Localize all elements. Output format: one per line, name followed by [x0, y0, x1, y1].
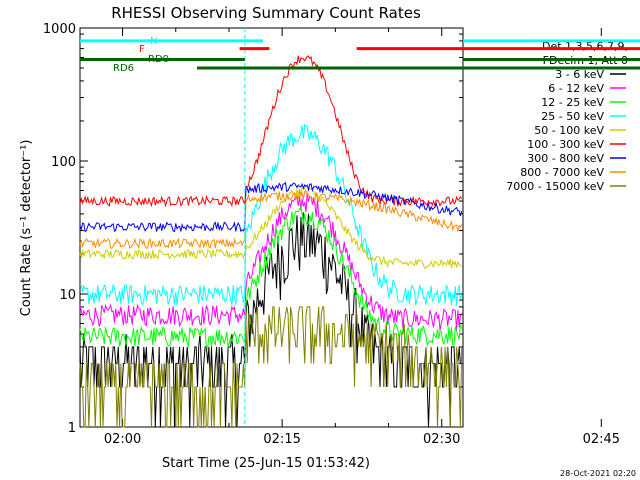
- y-tick-label: 10: [59, 288, 76, 303]
- legend-label-8: 800 - 7000 keV: [520, 166, 604, 179]
- series-7000-15000-kev-line: [79, 306, 463, 428]
- y-tick-label: 100: [51, 155, 76, 170]
- plot-area-frame: [79, 27, 464, 428]
- legend-label-4: 25 - 50 keV: [541, 110, 604, 123]
- flag-label-rd0: RD0: [148, 54, 169, 65]
- legend-label-7: 300 - 800 keV: [527, 152, 604, 165]
- legend-label-6: 100 - 300 keV: [527, 138, 604, 151]
- x-tick-label: 02:15: [263, 432, 300, 447]
- flag-label-f: F: [139, 44, 145, 55]
- x-axis-label: Start Time (25-Jun-15 01:53:42): [162, 456, 370, 471]
- legend-label-3: 12 - 25 keV: [541, 96, 604, 109]
- series-800-7000-kev-line: [79, 190, 463, 250]
- generation-timestamp: 28-Oct-2021 02:20: [560, 469, 636, 478]
- flag-label-n: N: [150, 36, 157, 47]
- series-6-12-kev-line: [79, 192, 463, 331]
- series-100-300-kev-line: [79, 55, 463, 208]
- series-300-800-kev-line: [79, 181, 463, 233]
- legend-label-1: 3 - 6 keV: [555, 68, 604, 81]
- series-25-50-kev-line: [79, 124, 463, 306]
- legend-label-2: 6 - 12 keV: [548, 82, 604, 95]
- y-tick-label: 1: [68, 421, 76, 436]
- legend-label-5: 50 - 100 keV: [534, 124, 604, 137]
- chart-title: RHESSI Observing Summary Count Rates: [111, 4, 421, 22]
- series-12-25-kev-line: [79, 204, 463, 349]
- y-tick-label: 1000: [43, 22, 76, 37]
- x-tick-label: 02:45: [583, 432, 620, 447]
- x-tick-label: 02:00: [104, 432, 141, 447]
- series-50-100-kev-line: [79, 186, 462, 269]
- x-tick-label: 02:30: [423, 432, 460, 447]
- y-axis-label: Count Rate (s⁻¹ detector⁻¹): [19, 140, 34, 317]
- flag-label-rd6: RD6: [113, 63, 134, 74]
- legend-label-9: 7000 - 15000 keV: [506, 180, 604, 193]
